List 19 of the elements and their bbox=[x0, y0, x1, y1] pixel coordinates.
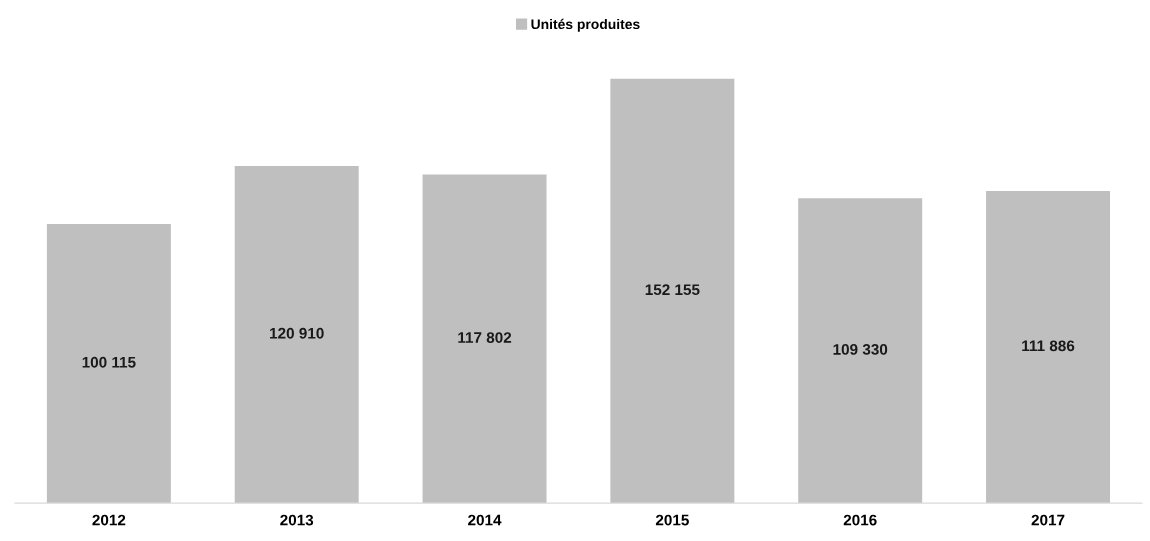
bar bbox=[46, 223, 171, 504]
x-tick-label: 2015 bbox=[655, 514, 689, 526]
x-tick-label: 2014 bbox=[468, 514, 502, 526]
data-label: 152 155 bbox=[645, 284, 700, 296]
x-tick-label: 2013 bbox=[280, 514, 314, 526]
legend-label: Unités produites bbox=[531, 18, 640, 32]
x-tick-label: 2012 bbox=[92, 514, 126, 526]
bar bbox=[610, 78, 735, 504]
x-tick-label: 2017 bbox=[1031, 514, 1065, 526]
data-label: 111 886 bbox=[1022, 340, 1075, 352]
data-label: 109 330 bbox=[833, 343, 888, 355]
bar bbox=[422, 174, 547, 504]
data-label: 120 910 bbox=[270, 327, 324, 339]
x-tick-label: 2016 bbox=[843, 514, 877, 526]
bar bbox=[798, 198, 923, 504]
data-label: 117 802 bbox=[458, 332, 512, 343]
bar bbox=[234, 165, 359, 504]
data-label: 100 115 bbox=[82, 356, 136, 368]
bar bbox=[986, 191, 1111, 504]
